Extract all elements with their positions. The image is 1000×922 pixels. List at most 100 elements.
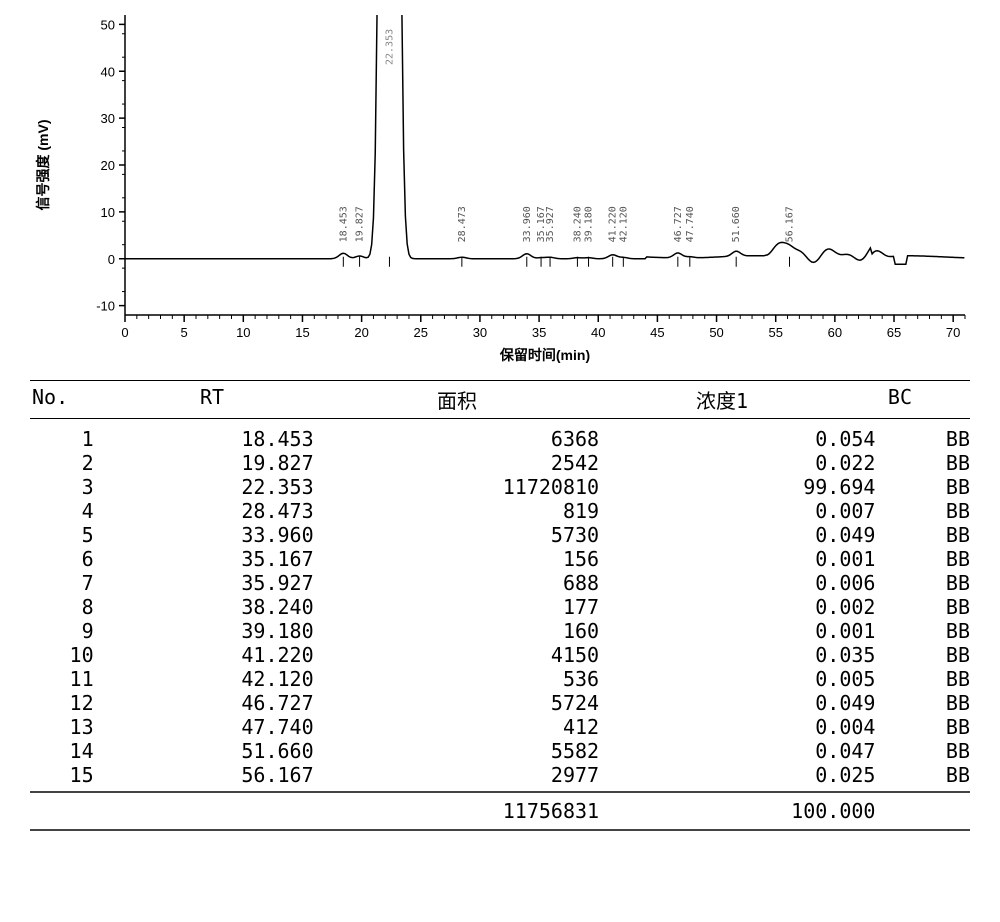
cell-rt: 19.827 (114, 451, 354, 475)
svg-text:33.960: 33.960 (522, 206, 533, 242)
cell-conc: 0.049 (639, 523, 915, 547)
cell-area: 6368 (354, 427, 639, 451)
svg-text:38.240: 38.240 (572, 206, 583, 242)
svg-text:65: 65 (887, 325, 901, 340)
cell-bc: BB (915, 499, 970, 523)
cell-rt: 51.660 (114, 739, 354, 763)
svg-text:70: 70 (946, 325, 960, 340)
cell-rt: 18.453 (114, 427, 354, 451)
cell-bc: BB (915, 547, 970, 571)
cell-rt: 56.167 (114, 763, 354, 787)
svg-text:40: 40 (101, 64, 115, 79)
svg-text:保留时间(min): 保留时间(min) (499, 347, 590, 363)
cell-conc: 0.047 (639, 739, 915, 763)
svg-text:47.740: 47.740 (685, 206, 696, 242)
cell-bc: BB (915, 643, 970, 667)
cell-area: 688 (354, 571, 639, 595)
cell-bc: BB (915, 667, 970, 691)
table-row: 1451.66055820.047BB (30, 739, 970, 763)
cell-conc: 0.035 (639, 643, 915, 667)
cell-area: 5730 (354, 523, 639, 547)
col-header-bc: BC (852, 385, 912, 414)
cell-bc: BB (915, 451, 970, 475)
cell-no: 11 (30, 667, 114, 691)
svg-text:50: 50 (101, 17, 115, 32)
cell-conc: 0.002 (639, 595, 915, 619)
cell-bc: BB (915, 595, 970, 619)
cell-no: 3 (30, 475, 114, 499)
svg-text:20: 20 (354, 325, 368, 340)
cell-no: 12 (30, 691, 114, 715)
svg-text:-10: -10 (96, 299, 115, 314)
cell-area: 11720810 (354, 475, 639, 499)
cell-conc: 0.005 (639, 667, 915, 691)
cell-bc: BB (915, 571, 970, 595)
cell-rt: 42.120 (114, 667, 354, 691)
svg-text:30: 30 (101, 111, 115, 126)
chromatogram-chart: -100102030405005101520253035404550556065… (20, 10, 980, 370)
table-footer-row: 11756831 100.000 (30, 791, 970, 831)
cell-no: 15 (30, 763, 114, 787)
cell-area: 2977 (354, 763, 639, 787)
svg-text:10: 10 (236, 325, 250, 340)
svg-text:0: 0 (121, 325, 128, 340)
cell-rt: 28.473 (114, 499, 354, 523)
svg-text:39.180: 39.180 (584, 206, 595, 242)
cell-no: 10 (30, 643, 114, 667)
svg-text:41.220: 41.220 (608, 206, 619, 242)
svg-text:45: 45 (650, 325, 664, 340)
table-row: 1142.1205360.005BB (30, 667, 970, 691)
svg-text:19.827: 19.827 (355, 206, 366, 242)
cell-bc: BB (915, 427, 970, 451)
cell-rt: 46.727 (114, 691, 354, 715)
footer-area: 11756831 (354, 799, 639, 823)
svg-text:20: 20 (101, 158, 115, 173)
svg-text:35.927: 35.927 (545, 206, 556, 242)
svg-text:18.453: 18.453 (338, 206, 349, 242)
cell-conc: 99.694 (639, 475, 915, 499)
table-row: 939.1801600.001BB (30, 619, 970, 643)
table-row: 322.3531172081099.694BB (30, 475, 970, 499)
cell-bc: BB (915, 763, 970, 787)
chart-svg: -100102030405005101520253035404550556065… (20, 10, 980, 370)
cell-area: 156 (354, 547, 639, 571)
col-header-conc: 浓度1 (592, 385, 852, 414)
cell-conc: 0.001 (639, 547, 915, 571)
cell-no: 13 (30, 715, 114, 739)
col-header-no: No. (30, 385, 102, 414)
cell-no: 1 (30, 427, 114, 451)
svg-text:15: 15 (295, 325, 309, 340)
table-row: 118.45363680.054BB (30, 427, 970, 451)
table-row: 533.96057300.049BB (30, 523, 970, 547)
cell-no: 7 (30, 571, 114, 595)
svg-text:56.167: 56.167 (785, 206, 796, 242)
cell-conc: 0.049 (639, 691, 915, 715)
cell-rt: 35.927 (114, 571, 354, 595)
table-body: 118.45363680.054BB219.82725420.022BB322.… (30, 419, 970, 791)
cell-conc: 0.022 (639, 451, 915, 475)
cell-area: 5724 (354, 691, 639, 715)
footer-no (30, 799, 114, 823)
cell-area: 819 (354, 499, 639, 523)
table-row: 1041.22041500.035BB (30, 643, 970, 667)
svg-text:28.473: 28.473 (457, 206, 468, 242)
cell-area: 177 (354, 595, 639, 619)
cell-conc: 0.054 (639, 427, 915, 451)
cell-rt: 47.740 (114, 715, 354, 739)
cell-no: 6 (30, 547, 114, 571)
table-row: 428.4738190.007BB (30, 499, 970, 523)
peak-table: No. RT 面积 浓度1 BC 118.45363680.054BB219.8… (30, 380, 970, 831)
svg-text:50: 50 (709, 325, 723, 340)
cell-conc: 0.001 (639, 619, 915, 643)
col-header-rt: RT (102, 385, 322, 414)
cell-area: 4150 (354, 643, 639, 667)
svg-text:55: 55 (768, 325, 782, 340)
cell-bc: BB (915, 715, 970, 739)
cell-rt: 39.180 (114, 619, 354, 643)
cell-area: 536 (354, 667, 639, 691)
footer-bc (915, 799, 970, 823)
cell-no: 4 (30, 499, 114, 523)
table-row: 735.9276880.006BB (30, 571, 970, 595)
svg-text:40: 40 (591, 325, 605, 340)
table-row: 219.82725420.022BB (30, 451, 970, 475)
